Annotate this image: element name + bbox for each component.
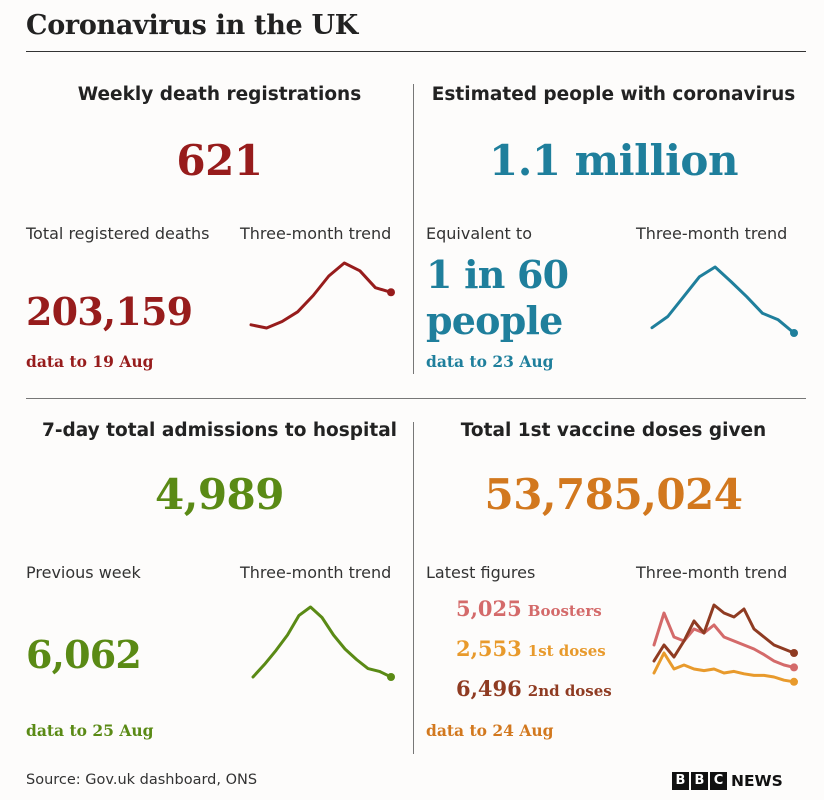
deaths-trend-chart: [249, 261, 395, 330]
infections-trend-chart: [650, 265, 798, 337]
deaths-title: Weekly death registrations: [77, 84, 362, 105]
divider-vertical-bottom: [413, 422, 414, 754]
page-title: Coronavirus in the UK: [26, 10, 358, 41]
trend-end-point: [790, 677, 798, 686]
bbc-news-logo: B B C NEWS: [672, 770, 783, 790]
vaccine-row-boosters: 5,025 Boosters: [456, 596, 602, 621]
trend-line-boosters: [652, 611, 796, 669]
divider-vertical-top: [413, 84, 414, 374]
hospital-title: 7-day total admissions to hospital: [41, 420, 398, 441]
hospital-value: 4,989: [154, 470, 285, 519]
first-doses-value: 2,553: [456, 636, 522, 661]
logo-text: NEWS: [731, 771, 783, 790]
logo-letter: C: [710, 771, 727, 790]
infections-title: Estimated people with coronavirus: [431, 84, 796, 105]
trend-line: [249, 261, 393, 330]
hospital-sub-label: Previous week: [26, 563, 141, 582]
vaccine-trend-label: Three-month trend: [636, 563, 788, 582]
trend-end-point: [790, 663, 798, 672]
trend-end-point: [387, 288, 395, 297]
vaccine-title: Total 1st vaccine doses given: [460, 420, 767, 441]
title-rule: [26, 51, 806, 52]
vaccine-data-note: data to 24 Aug: [426, 721, 554, 740]
hospital-trend-label: Three-month trend: [240, 563, 392, 582]
vaccine-panel: Total 1st vaccine doses given 53,785,024…: [420, 416, 807, 756]
deaths-sub-label: Total registered deaths: [26, 224, 210, 243]
deaths-panel: Weekly death registrations 621 Total reg…: [26, 80, 413, 380]
hospital-panel: 7-day total admissions to hospital 4,989…: [26, 416, 413, 756]
vaccine-trend-chart: [652, 603, 798, 686]
deaths-data-note: data to 19 Aug: [26, 352, 154, 371]
vaccine-row-second: 6,496 2nd doses: [456, 676, 612, 701]
trend-line-2nd-doses: [652, 603, 796, 663]
divider-horizontal: [26, 398, 806, 399]
vaccine-sub-label: Latest figures: [426, 563, 536, 582]
infections-value: 1.1 million: [488, 136, 739, 185]
deaths-sub-value: 203,159: [26, 289, 193, 334]
trend-line: [650, 265, 796, 335]
deaths-value: 621: [176, 136, 263, 185]
hospital-trend-chart: [251, 605, 395, 681]
trend-line: [251, 605, 393, 679]
source-note: Source: Gov.uk dashboard, ONS: [26, 772, 258, 788]
infections-data-note: data to 23 Aug: [426, 352, 554, 371]
infections-sub-label: Equivalent to: [426, 224, 532, 243]
infections-sub-value-line1: 1 in 60: [426, 252, 569, 297]
infections-sub-value-line2: people: [426, 298, 563, 343]
trend-end-point: [790, 329, 798, 337]
hospital-data-note: data to 25 Aug: [26, 721, 154, 740]
vaccine-value: 53,785,024: [484, 470, 743, 519]
trend-line-1st-doses: [652, 651, 796, 684]
logo-letter: B: [691, 771, 708, 790]
infections-trend-label: Three-month trend: [636, 224, 788, 243]
vaccine-row-first: 2,553 1st doses: [456, 636, 606, 661]
hospital-sub-value: 6,062: [26, 632, 142, 677]
second-doses-label: 2nd doses: [527, 682, 612, 700]
infections-panel: Estimated people with coronavirus 1.1 mi…: [420, 80, 807, 380]
deaths-trend-label: Three-month trend: [240, 224, 392, 243]
trend-end-point: [790, 649, 798, 657]
trend-end-point: [387, 673, 395, 681]
first-doses-label: 1st doses: [527, 642, 606, 660]
boosters-label: Boosters: [527, 602, 602, 620]
boosters-value: 5,025: [456, 596, 522, 621]
logo-letter: B: [672, 771, 689, 790]
second-doses-value: 6,496: [456, 676, 522, 701]
